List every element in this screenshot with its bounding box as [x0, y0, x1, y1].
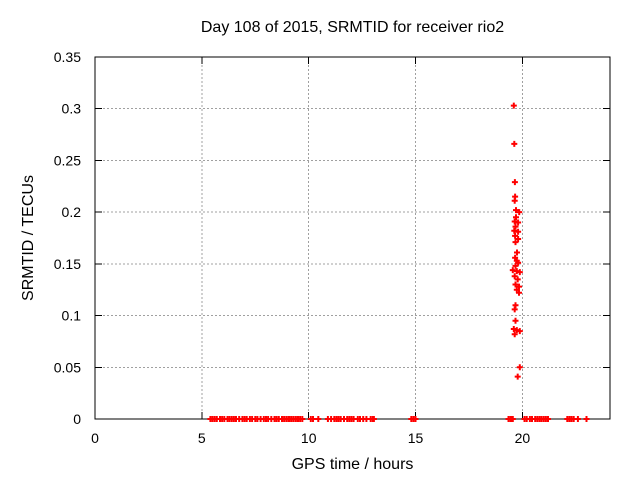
data-point [315, 416, 322, 422]
data-point [516, 209, 523, 216]
data-point [515, 219, 522, 226]
y-tick-label: 0.3 [62, 101, 82, 117]
y-tick-label: 0.05 [54, 359, 81, 375]
data-point [412, 416, 419, 422]
data-point [511, 331, 518, 338]
data-point [516, 269, 523, 276]
data-point [370, 416, 377, 422]
x-tick-label: 10 [301, 430, 317, 446]
data-point [512, 262, 519, 269]
data-point [511, 197, 518, 204]
data-point [515, 259, 522, 266]
y-tick-label: 0.35 [54, 49, 81, 65]
data-point [514, 373, 521, 380]
data-point [512, 239, 519, 246]
plot-border [94, 56, 611, 420]
data-point [310, 416, 316, 422]
x-axis-label: GPS time / hours [291, 456, 414, 473]
data-point [510, 102, 517, 109]
data-point [511, 179, 518, 186]
data-point [545, 416, 551, 422]
data-point [512, 281, 519, 288]
data-point [299, 416, 306, 422]
data-point [514, 276, 521, 283]
data-point [512, 254, 519, 261]
y-tick-label: 0.25 [54, 152, 81, 168]
data-point [514, 249, 520, 256]
data-point [509, 416, 516, 422]
y-tick-label: 0 [73, 411, 81, 427]
data-point [515, 228, 522, 235]
data-point [511, 140, 518, 147]
chart-title: Day 108 of 2015, SRMTID for receiver rio… [200, 19, 505, 36]
data-point [574, 416, 581, 422]
x-tick-label: 5 [198, 430, 206, 446]
x-tick-label: 0 [91, 430, 99, 446]
y-tick-label: 0.1 [62, 308, 82, 324]
data-point [511, 273, 518, 280]
data-point [513, 207, 519, 214]
data-point [583, 416, 590, 422]
data-point [516, 289, 522, 296]
data-point [511, 306, 518, 313]
y-tick-label: 0.2 [62, 204, 82, 220]
data-point [512, 317, 519, 324]
data-point [513, 286, 520, 293]
x-tick-label: 15 [408, 430, 424, 446]
data-point [516, 328, 523, 335]
x-tick-label: 20 [515, 430, 531, 446]
data-point [512, 223, 519, 230]
data-point [513, 214, 519, 221]
data-point [516, 283, 522, 290]
data-point [515, 236, 522, 242]
data-point [512, 232, 519, 239]
data-point [516, 364, 523, 371]
y-tick-label: 0.15 [54, 256, 81, 272]
